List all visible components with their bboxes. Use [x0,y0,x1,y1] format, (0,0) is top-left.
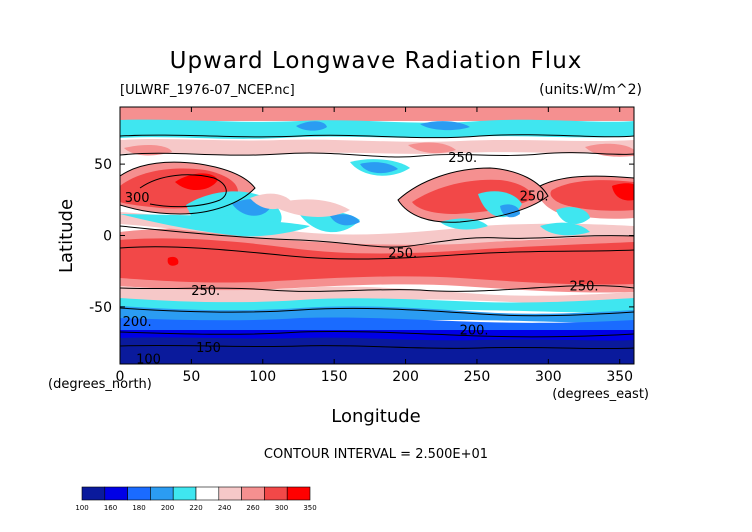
region-wpac-blue [330,214,360,226]
contour-label: 250. [191,284,220,299]
band-itcz-cyan-west [120,214,310,237]
colorbar-tick-label: 350 [303,504,316,512]
band-north-cyan [120,119,634,139]
contour-north-225 [120,152,634,158]
y-axis-label: Latitude [56,199,77,273]
contour-south-250 [120,285,634,292]
region-america-blue [500,204,520,218]
blob-arctic-blue [296,121,327,131]
x-tick-label: 250 [464,369,491,385]
x-unit-label: (degrees_east) [552,387,649,402]
y-tick-label: 50 [94,157,112,173]
x-tick-label: 350 [606,369,633,385]
blob-arctic-blue-2 [420,121,470,131]
x-tick-label: 200 [392,369,419,385]
units-label: (units:W/m^2) [539,82,642,98]
colorbar-swatch [241,486,265,501]
colorbar: 100 160 180 200 220 240 260 300 350 [75,486,317,512]
colorbar-swatch [150,486,174,501]
band-south-light [120,286,634,305]
colorbar-tick-label: 220 [189,504,202,512]
contour-interval-text: CONTOUR INTERVAL = 2.500E+01 [264,447,488,462]
contour-lines [120,134,634,350]
x-tick-label: 300 [535,369,562,385]
y-unit-label: (degrees_north) [48,377,152,392]
region-wpac-pink [270,199,350,217]
colorbar-tick-label: 160 [104,504,117,512]
band-north-pink-light [120,139,634,155]
band-itcz-cyan-africa [540,222,590,236]
contour-labels: 300 250. 250. 250. 250. 250. 200. 200. 150 100 [123,151,599,367]
contour-label: 250. [388,247,417,262]
heatmap-field: 300 250. 250. 250. 250. 250. 200. 200. 150 100 [120,107,634,367]
contour-equatorial-250 [120,225,634,248]
x-tick-label: 100 [249,369,276,385]
colorbar-tick-label: 240 [218,504,231,512]
contour-south-275 [120,246,634,260]
colorbar-swatch [104,486,128,501]
band-itcz-cyan-east [440,218,488,230]
x-tick-label: 150 [321,369,348,385]
contour-north-200 [120,134,634,139]
colorbar-swatch [264,486,288,501]
file-label: [ULWRF_1976-07_NCEP.nc] [120,83,295,98]
blob-north-pink-2 [408,142,456,154]
band-north-pole [120,107,634,121]
contour-south-150 [120,344,634,350]
y-tick-label: -50 [89,300,112,316]
band-south-midblue [120,306,634,325]
colorbar-tick-label: 260 [246,504,259,512]
contour-sahara-275 [120,161,256,215]
contour-label: 250. [520,190,549,205]
contour-label: 200. [123,315,152,330]
contour-label: 150 [196,341,221,356]
contour-label: 100 [136,352,161,367]
blob-north-pink-1 [124,145,172,156]
contour-south-175 [120,330,634,338]
contour-label: 250. [570,279,599,294]
region-atlantic-peak [612,183,634,201]
contour-south-200 [120,307,634,317]
band-south-subtropic-red [120,238,634,285]
contour-label: 300 [125,191,150,206]
colorbar-tick-label: 180 [132,504,145,512]
colorbar-tick-label: 300 [275,504,288,512]
contour-label: 200. [460,324,489,339]
axes: 0 50 100 150 200 250 300 350 -50 0 50 [89,107,634,385]
contour-sahara-300 [139,174,227,208]
colorbar-swatch [286,486,311,501]
colorbar-swatch [195,486,220,501]
region-sahara-peak [175,173,218,191]
chart-title: Upward Longwave Radiation Flux [170,48,583,74]
colorbar-swatch [81,486,106,501]
colorbar-swatch [172,486,197,501]
contour-atlantic-250 [539,175,634,187]
colorbar-swatch [218,486,242,501]
blob-south-red-peak [167,256,179,266]
y-tick-label: 0 [103,229,112,245]
region-africa-cyan [556,207,590,225]
band-antarctic [120,337,634,364]
colorbar-tick-label: 100 [75,504,88,512]
contour-npac-250 [397,167,549,223]
blob-north-pacific-blue [360,162,398,174]
band-itcz-pink [120,212,634,245]
contour-label: 250. [448,151,477,166]
x-tick-label: 50 [182,369,200,385]
colorbar-tick-label: 200 [161,504,174,512]
colorbar-swatch [127,486,151,501]
x-axis-label: Longitude [331,406,421,427]
x-tick-label: 0 [116,369,125,385]
